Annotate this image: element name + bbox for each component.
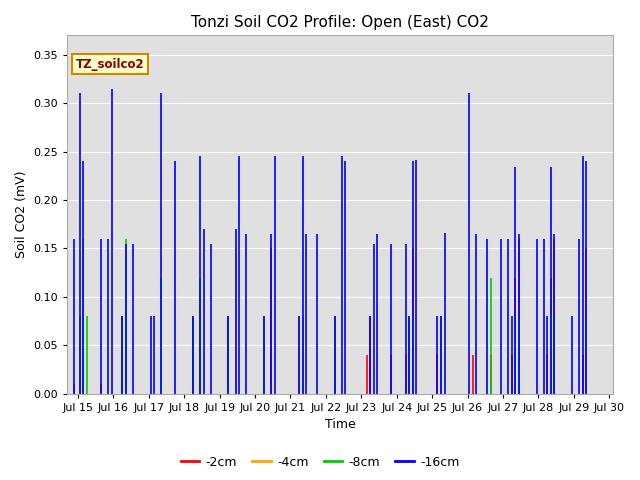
Title: Tonzi Soil CO2 Profile: Open (East) CO2: Tonzi Soil CO2 Profile: Open (East) CO2 [191,15,489,30]
Legend: -2cm, -4cm, -8cm, -16cm: -2cm, -4cm, -8cm, -16cm [175,451,465,474]
Y-axis label: Soil CO2 (mV): Soil CO2 (mV) [15,171,28,258]
X-axis label: Time: Time [324,419,355,432]
Text: TZ_soilco2: TZ_soilco2 [76,58,144,71]
